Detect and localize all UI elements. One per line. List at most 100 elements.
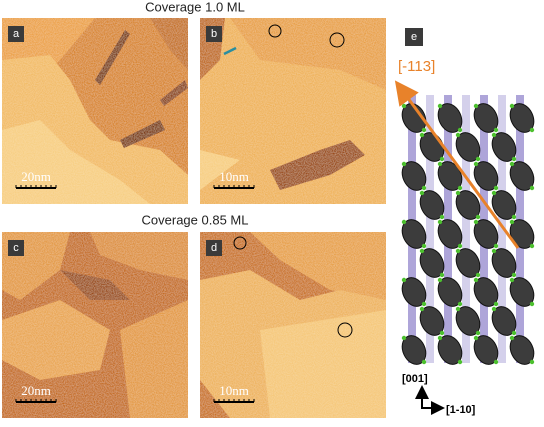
lattice-column (498, 95, 506, 363)
molecule (491, 190, 517, 220)
atom (509, 161, 515, 167)
atom (401, 103, 407, 109)
panel-label-box (206, 26, 222, 42)
panel-label-box (8, 240, 24, 256)
atom (509, 335, 515, 341)
molecule (509, 335, 535, 365)
atom (475, 214, 481, 220)
molecule (401, 219, 427, 249)
molecule (473, 335, 499, 365)
atom (491, 190, 497, 196)
atom (437, 335, 443, 341)
atom (457, 127, 463, 133)
atom (437, 277, 443, 283)
atom (455, 132, 461, 138)
atom (457, 359, 463, 365)
molecule (473, 161, 499, 191)
atom (473, 219, 479, 225)
atom (421, 243, 427, 249)
atom (401, 161, 407, 167)
panel-label: d (211, 242, 217, 254)
atom (509, 219, 515, 225)
direction-arrow (394, 80, 520, 249)
atom (437, 219, 443, 225)
atom (473, 103, 479, 109)
circle-marker (233, 236, 247, 250)
molecule (473, 103, 499, 133)
atom (421, 359, 427, 365)
atom (493, 185, 499, 191)
molecule (455, 132, 481, 162)
atom (439, 272, 445, 278)
axis-arrows (421, 392, 438, 409)
scale-label: 10nm (219, 169, 249, 184)
atom (493, 301, 499, 307)
atom (473, 161, 479, 167)
atom (493, 359, 499, 365)
lattice-column (426, 95, 434, 363)
atom (475, 272, 481, 278)
molecule (455, 306, 481, 336)
atom (475, 330, 481, 336)
atom (457, 301, 463, 307)
circle-marker (268, 24, 282, 38)
arrow (223, 46, 237, 56)
molecule (491, 248, 517, 278)
atom (491, 306, 497, 312)
molecule (455, 190, 481, 220)
atom (493, 243, 499, 249)
atom (419, 248, 425, 254)
atom (491, 132, 497, 138)
molecule (455, 248, 481, 278)
panel-label-box (8, 26, 24, 42)
molecule (401, 161, 427, 191)
molecule (419, 248, 445, 278)
atom (491, 248, 497, 254)
atom (509, 277, 515, 283)
panel-label: b (211, 28, 217, 40)
atom (511, 272, 517, 278)
atom (529, 359, 535, 365)
atom (473, 277, 479, 283)
lattice-column (462, 95, 470, 363)
atom (493, 127, 499, 133)
atom (511, 156, 517, 162)
atom (421, 185, 427, 191)
atom (529, 243, 535, 249)
atom (401, 219, 407, 225)
stm-image (200, 18, 386, 204)
molecule (473, 219, 499, 249)
atom (437, 161, 443, 167)
molecule (401, 335, 427, 365)
axis-label: [1-10] (446, 404, 476, 416)
molecule (491, 306, 517, 336)
panel-label-box (206, 240, 222, 256)
atom (439, 214, 445, 220)
circle-marker (337, 322, 353, 338)
atom (457, 243, 463, 249)
direction-label: [-113] (398, 58, 435, 75)
atom (419, 190, 425, 196)
scale-label: 20nm (21, 169, 51, 184)
panel-label: c (13, 242, 19, 254)
atom (511, 214, 517, 220)
molecule (419, 306, 445, 336)
atom (419, 132, 425, 138)
molecule (437, 335, 463, 365)
molecule (509, 277, 535, 307)
atom (455, 248, 461, 254)
scale-label: 20nm (21, 383, 51, 398)
atom (529, 301, 535, 307)
scale-label: 10nm (219, 383, 249, 398)
heading: Coverage 0.85 ML (142, 212, 249, 227)
axis-label: [001] (402, 373, 428, 385)
atom (509, 103, 515, 109)
stm-image (200, 232, 386, 418)
atom (421, 127, 427, 133)
atom (439, 156, 445, 162)
atom (511, 330, 517, 336)
atom (439, 330, 445, 336)
molecule (509, 103, 535, 133)
atom (529, 185, 535, 191)
